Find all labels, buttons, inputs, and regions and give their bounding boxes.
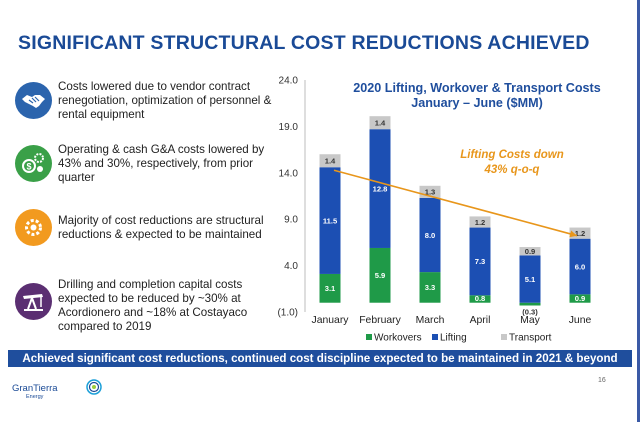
bar-lifting-june	[569, 238, 591, 295]
data-label-transport-january: 1.4	[325, 157, 336, 166]
summary-banner: Achieved significant cost reductions, co…	[8, 350, 632, 367]
x-tick-label: April	[470, 315, 491, 326]
data-label-transport-february: 1.4	[375, 118, 386, 127]
page-number: 16	[598, 377, 606, 384]
bar-workovers-january	[319, 273, 341, 303]
chart-title-line2: January – June ($MM)	[411, 96, 543, 110]
annotation-line2: 43% q-o-q	[484, 164, 540, 176]
x-tick-label: June	[569, 315, 592, 326]
logo-subtitle: Energy	[26, 394, 44, 400]
bar-transport-may	[519, 247, 541, 256]
data-label-workovers-june: 0.9	[575, 294, 586, 303]
bar-transport-january	[319, 154, 341, 168]
data-label-workovers-january: 3.1	[325, 284, 336, 293]
bar-workovers-march	[419, 272, 441, 303]
data-label-lifting-march: 8.0	[425, 231, 436, 240]
legend-swatch-lifting	[432, 334, 438, 340]
cost-chart: (1.0) 4.0 9.0 14.0 19.0 24.0 3.1 11.5 1.4 January…	[277, 76, 601, 344]
data-label-workovers-february: 5.9	[375, 271, 386, 280]
legend-swatch-transport	[501, 334, 507, 340]
bar-lifting-january	[319, 167, 341, 274]
x-tick-label: March	[416, 315, 445, 326]
bullet-drilling-capex: Drilling and completion capital costs ex…	[58, 278, 248, 333]
bar-lifting-february	[369, 129, 391, 248]
gear-icon	[15, 209, 52, 246]
data-label-workovers-april: 0.8	[475, 294, 486, 303]
bullet-opex-reduction: Operating & cash G&A costs lowered by 43…	[58, 143, 265, 184]
bullet-structural-reductions: Majority of cost reductions are structur…	[58, 214, 264, 241]
bar-workovers-may	[519, 302, 541, 306]
y-tick-label: 14.0	[279, 168, 299, 179]
logo-name: GranTierra	[12, 383, 58, 394]
y-tick-label: 24.0	[279, 76, 299, 87]
y-tick-label: 19.0	[279, 122, 299, 133]
money-gears-icon: $	[15, 145, 52, 182]
bar-transport-june	[569, 227, 591, 239]
grantierra-logo	[86, 379, 102, 395]
bar-lifting-april	[469, 227, 491, 296]
data-label-lifting-january: 11.5	[323, 216, 338, 225]
data-label-transport-march: 1.3	[425, 188, 436, 197]
legend-label-lifting: Lifting	[440, 333, 467, 344]
annotation-line1: Lifting Costs down	[460, 149, 563, 161]
bar-workovers-june	[569, 294, 591, 303]
x-tick-label: May	[520, 315, 540, 326]
data-label-workovers-march: 3.3	[425, 283, 436, 292]
svg-text:$: $	[26, 162, 31, 172]
bar-transport-april	[469, 216, 491, 228]
bar-lifting-march	[419, 197, 441, 273]
bar-workovers-april	[469, 295, 491, 303]
data-label-lifting-february: 12.8	[373, 184, 388, 193]
handshake-icon	[15, 82, 52, 119]
trend-arrow-line	[333, 169, 578, 237]
y-tick-label: (1.0)	[277, 308, 298, 319]
data-label-transport-may: 0.9	[525, 247, 536, 256]
data-label-lifting-june: 6.0	[575, 262, 586, 271]
legend-label-transport: Transport	[509, 333, 552, 344]
x-tick-label: February	[359, 315, 401, 326]
y-tick-label: 9.0	[284, 215, 298, 226]
trend-arrow-head	[569, 230, 577, 238]
legend-swatch-workovers	[366, 334, 372, 340]
data-label-lifting-april: 7.3	[475, 257, 486, 266]
data-label-transport-april: 1.2	[475, 218, 486, 227]
legend-label-workovers: Workovers	[374, 333, 422, 344]
x-tick-label: January	[312, 315, 350, 326]
bar-lifting-may	[519, 255, 541, 303]
slide-border	[637, 0, 640, 422]
y-tick-label: 4.0	[284, 261, 298, 272]
data-label-lifting-may: 5.1	[525, 275, 536, 284]
data-label-workovers-may: (0.3)	[522, 308, 538, 317]
slide-title: SIGNIFICANT STRUCTURAL COST REDUCTIONS A…	[18, 32, 590, 54]
bar-workovers-february	[369, 247, 391, 303]
bar-transport-february	[369, 116, 391, 130]
chart-title-line1: 2020 Lifting, Workover & Transport Costs	[353, 81, 601, 95]
oil-pump-icon	[15, 283, 52, 320]
bullet-vendor-renegotiation: Costs lowered due to vendor contract ren…	[58, 80, 272, 121]
data-label-transport-june: 1.2	[575, 229, 586, 238]
